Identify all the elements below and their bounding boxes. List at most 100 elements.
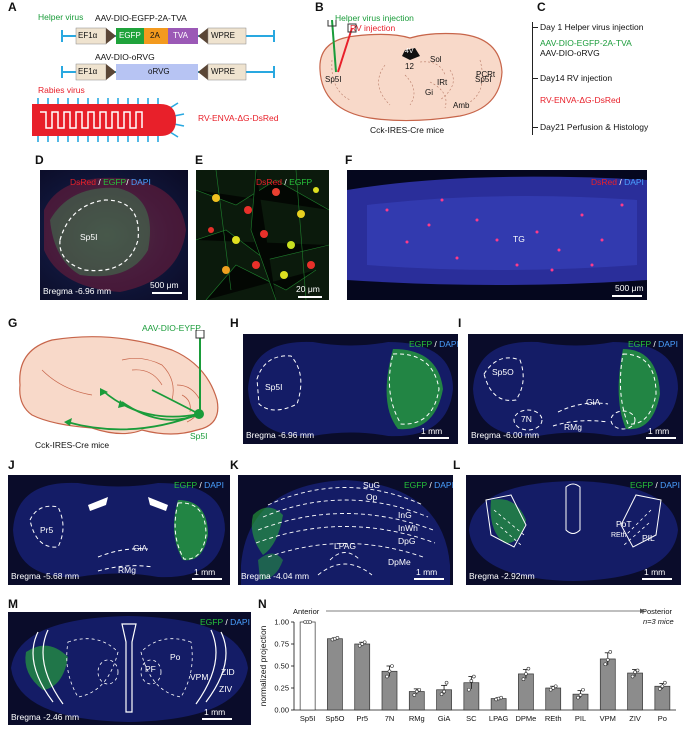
i-region-sp5o: Sp5O — [492, 367, 514, 377]
chart-xtick-label: ZIV — [629, 714, 641, 723]
image-j: EGFP / DAPI Pr5 GiA RMg Bregma -5.68 mm … — [8, 475, 230, 585]
i-region-gia: GiA — [586, 397, 601, 407]
e-scale-text: 20 μm — [296, 284, 320, 294]
image-e: DsRed / EGFP 20 μm — [196, 170, 329, 300]
k-bregma: Bregma -4.04 mm — [241, 571, 310, 581]
h-scale-text: 1 mm — [421, 426, 443, 436]
rabies-construct-name: RV-ENVA-ΔG-DsRed — [198, 113, 279, 123]
chart-posterior-label: Posterior — [642, 607, 673, 616]
region-amb: Amb — [453, 101, 470, 110]
image-m: EGFP / DAPI PF Po VPM ZID ZIV Bregma -2.… — [8, 612, 251, 725]
i-scale-bar — [646, 437, 676, 439]
f-region-label: TG — [513, 234, 525, 244]
d-stain-dsred: DsRed — [70, 177, 96, 187]
g-site-label: Sp5I — [190, 431, 208, 441]
k-stain-dapi: DAPI — [434, 480, 453, 490]
chart-point — [439, 692, 444, 696]
c1-2a: 2A — [150, 31, 160, 40]
k-region-op: Op — [366, 492, 378, 502]
e-stain-dsred: DsRed — [256, 177, 282, 187]
j-region-rmg: RMg — [118, 565, 136, 575]
sagittal-brain-diagram — [19, 330, 219, 435]
chart-xtick-label: Sp5I — [300, 714, 315, 723]
g-caption: Cck-IRES-Cre mice — [35, 440, 110, 450]
k-scale-text: 1 mm — [416, 567, 438, 577]
timeline-day1-construct2: AAV-DIO-oRVG — [540, 48, 600, 58]
timeline-day21: Day21 Perfusion & Histology — [540, 122, 649, 132]
m-scale-bar — [202, 718, 232, 720]
chart-point — [548, 687, 553, 692]
m-stain-egfp: EGFP — [200, 617, 223, 627]
c1-ef1a: EF1α — [78, 31, 98, 40]
chart-xtick-label: PIL — [575, 714, 586, 723]
construct2-name: AAV-DIO-oRVG — [95, 52, 155, 62]
tick-3 — [532, 127, 538, 128]
panel-label-n: N — [258, 597, 267, 611]
tick-1 — [532, 27, 538, 28]
chart-xtick-label: Pr5 — [356, 714, 368, 723]
chart-bar — [599, 658, 616, 711]
chart-point — [472, 674, 476, 679]
image-k: EGFP / DAPI SuG Op InG InWh DpG LPAG DpM… — [238, 475, 453, 585]
f-scale-bar — [612, 295, 642, 297]
i-region-rmg: RMg — [564, 422, 582, 432]
timeline-day14-construct: RV-ENVA-ΔG-DsRed — [540, 95, 621, 105]
j-region-pr5: Pr5 — [40, 525, 54, 535]
chart-ytick-label: 0.00 — [274, 706, 289, 715]
chart-bar — [654, 685, 671, 711]
h-stain-dapi: DAPI — [439, 339, 458, 349]
l-scale-text: 1 mm — [644, 567, 666, 577]
image-f: DsRed / DAPI TG 500 μm — [347, 170, 647, 300]
chart-point — [335, 636, 340, 640]
m-scale-text: 1 mm — [204, 707, 226, 717]
c1-wpre: WPRE — [211, 31, 235, 40]
chart-xtick-label: LPAG — [489, 714, 509, 723]
panel-label-i: I — [458, 316, 462, 330]
i-scale-text: 1 mm — [648, 426, 670, 436]
chart-point — [663, 680, 667, 685]
d-stain-egfp: EGFP — [103, 177, 127, 187]
chart-bar — [518, 673, 534, 711]
k-scale-bar — [414, 578, 444, 580]
j-scale-text: 1 mm — [194, 567, 216, 577]
chart-point — [526, 666, 531, 671]
chart-point — [308, 620, 312, 624]
chart-bar — [327, 638, 343, 711]
region-sp5i-right: Sp5I — [475, 75, 492, 84]
d-bregma: Bregma -6.96 mm — [43, 286, 112, 296]
c1-egfp: EGFP — [119, 31, 141, 40]
h-bregma: Bregma -6.96 mm — [246, 430, 315, 440]
f-scale-text: 500 μm — [615, 283, 644, 293]
rv-injection-label: RV injection — [350, 23, 396, 33]
region-sol: Sol — [430, 55, 442, 64]
h-region-label: Sp5I — [265, 382, 283, 392]
chart-bar — [299, 621, 316, 711]
region-12: 12 — [405, 62, 414, 71]
chart-point — [578, 693, 583, 697]
chart-point — [630, 674, 635, 679]
timeline-day1: Day 1 Helper virus injection — [540, 22, 644, 32]
j-bregma: Bregma -5.68 mm — [11, 571, 80, 581]
chart-direction-arrowhead — [640, 608, 645, 614]
chart-xtick-label: 7N — [385, 714, 395, 723]
brainstem-diagram — [319, 20, 503, 122]
panel-label-a: A — [8, 0, 17, 14]
rabies-virus-icon — [32, 98, 185, 142]
panel-label-e: E — [195, 153, 204, 167]
d-region-label: Sp5I — [80, 232, 98, 242]
m-stain-dapi: DAPI — [230, 617, 250, 627]
m-bregma: Bregma -2.46 mm — [11, 712, 80, 722]
c2-orvg: oRVG — [148, 67, 170, 76]
chart-ylabel: normalized projection — [258, 625, 268, 706]
chart-point — [412, 693, 417, 697]
panel-label-j: J — [8, 458, 15, 472]
chart-xtick-label: DPMe — [516, 714, 537, 723]
image-l: EGFP / DAPI PoT REth PIL Bregma -2.92mm … — [466, 475, 681, 585]
region-pcrt: PCRt — [476, 70, 496, 79]
region-4v: 4V — [405, 48, 414, 55]
c2-ef1a: EF1α — [78, 67, 98, 76]
chart-bar — [408, 691, 425, 711]
l-stain-dapi: DAPI — [660, 480, 680, 490]
chart-point — [605, 658, 610, 662]
chart-point — [521, 677, 526, 681]
